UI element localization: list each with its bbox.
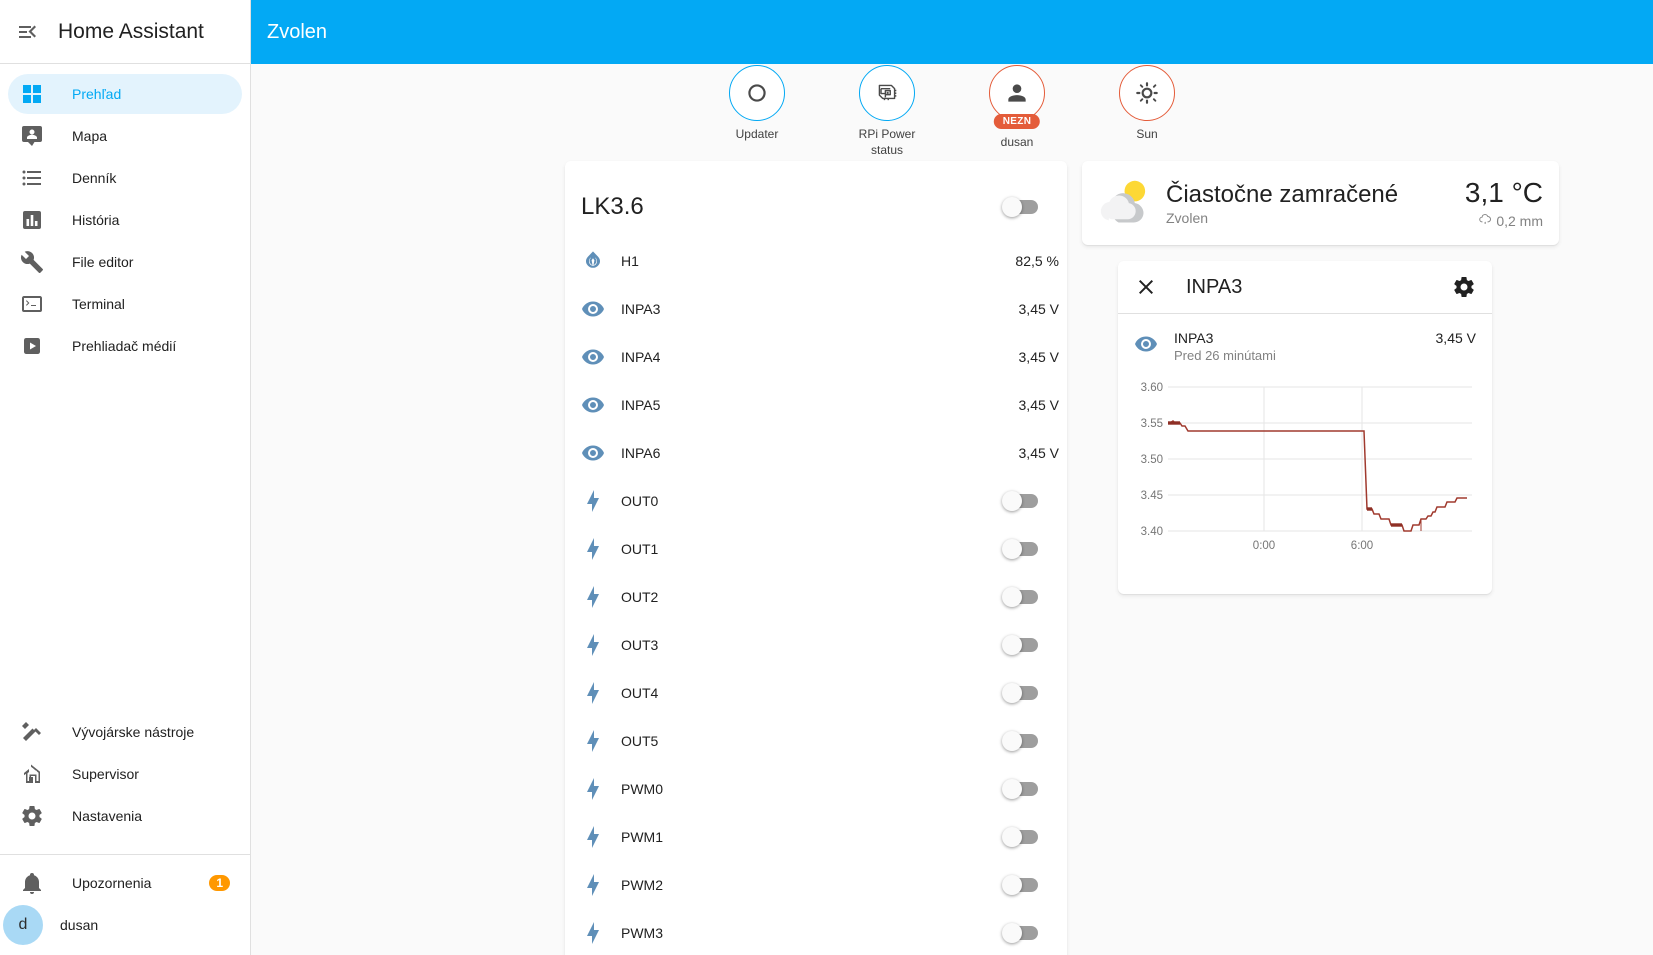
svg-text:3.50: 3.50: [1141, 454, 1163, 466]
svg-text:6:00: 6:00: [1351, 540, 1373, 552]
svg-text:3.55: 3.55: [1141, 418, 1163, 430]
svg-text:3.45: 3.45: [1141, 490, 1163, 502]
svg-text:3.60: 3.60: [1141, 382, 1163, 394]
svg-text:3.40: 3.40: [1141, 526, 1163, 538]
svg-text:0:00: 0:00: [1253, 540, 1275, 552]
